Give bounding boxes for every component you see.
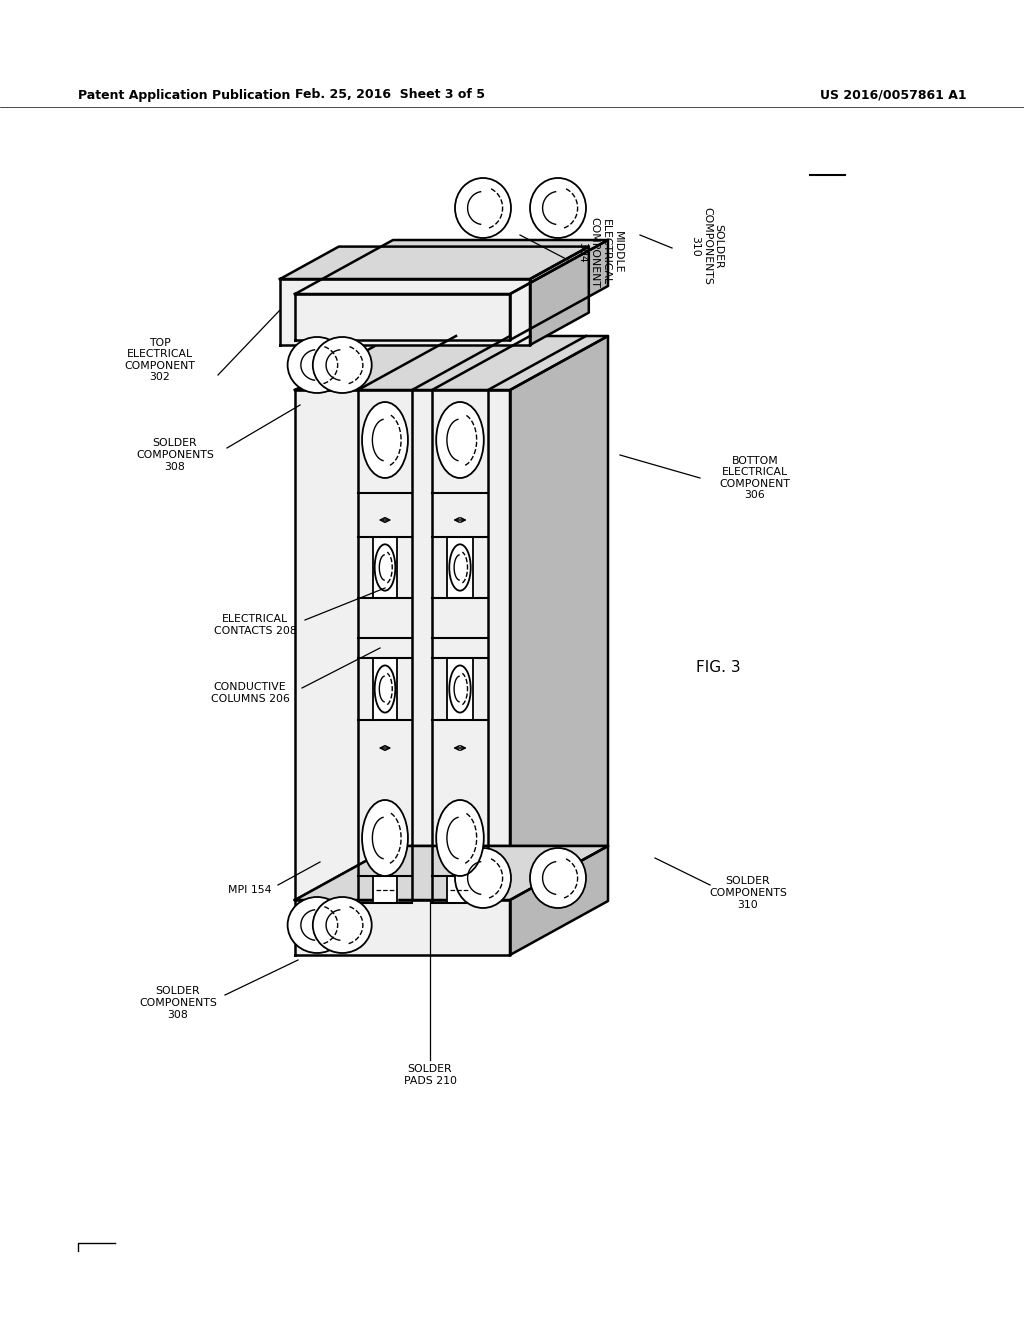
Ellipse shape	[530, 847, 586, 908]
Polygon shape	[530, 247, 589, 345]
Polygon shape	[373, 657, 397, 719]
Text: Patent Application Publication: Patent Application Publication	[78, 88, 291, 102]
Text: CONDUCTIVE
COLUMNS 206: CONDUCTIVE COLUMNS 206	[211, 682, 290, 704]
Polygon shape	[280, 247, 589, 279]
Polygon shape	[447, 876, 473, 903]
Text: MPI 154: MPI 154	[228, 884, 271, 895]
Text: SOLDER
COMPONENTS
308: SOLDER COMPONENTS 308	[139, 986, 217, 1019]
Ellipse shape	[288, 337, 346, 393]
Text: SOLDER
COMPONENTS
310: SOLDER COMPONENTS 310	[709, 876, 786, 909]
Text: Feb. 25, 2016  Sheet 3 of 5: Feb. 25, 2016 Sheet 3 of 5	[295, 88, 485, 102]
Text: FIG. 3: FIG. 3	[695, 660, 740, 676]
Text: ELECTRICAL
CONTACTS 208: ELECTRICAL CONTACTS 208	[214, 614, 296, 636]
Ellipse shape	[375, 544, 395, 590]
Ellipse shape	[312, 898, 372, 953]
Ellipse shape	[450, 665, 471, 713]
Text: TOP
ELECTRICAL
COMPONENT
302: TOP ELECTRICAL COMPONENT 302	[125, 338, 196, 383]
Ellipse shape	[312, 337, 372, 393]
Polygon shape	[510, 337, 608, 900]
Ellipse shape	[362, 800, 408, 876]
Ellipse shape	[362, 403, 408, 478]
Polygon shape	[295, 900, 510, 954]
Polygon shape	[373, 876, 397, 903]
Polygon shape	[280, 279, 530, 345]
Ellipse shape	[436, 403, 483, 478]
Polygon shape	[295, 240, 608, 294]
Ellipse shape	[450, 544, 471, 590]
Ellipse shape	[436, 800, 483, 876]
Polygon shape	[373, 537, 397, 598]
Polygon shape	[295, 846, 608, 900]
Polygon shape	[295, 389, 510, 900]
Polygon shape	[295, 846, 608, 900]
Text: SOLDER
PADS 210: SOLDER PADS 210	[403, 1064, 457, 1086]
Polygon shape	[510, 846, 608, 954]
Polygon shape	[510, 240, 608, 341]
Ellipse shape	[530, 178, 586, 238]
Ellipse shape	[455, 847, 511, 908]
Polygon shape	[447, 537, 473, 598]
Ellipse shape	[288, 898, 346, 953]
Text: BOTTOM
ELECTRICAL
COMPONENT
306: BOTTOM ELECTRICAL COMPONENT 306	[720, 455, 791, 500]
Text: MIDDLE
ELECTRICAL
COMPONENT
304: MIDDLE ELECTRICAL COMPONENT 304	[578, 216, 623, 288]
Ellipse shape	[375, 665, 395, 713]
Polygon shape	[295, 294, 510, 341]
Text: US 2016/0057861 A1: US 2016/0057861 A1	[820, 88, 967, 102]
Text: SOLDER
COMPONENTS
310: SOLDER COMPONENTS 310	[690, 207, 724, 285]
Ellipse shape	[455, 178, 511, 238]
Text: SOLDER
COMPONENTS
308: SOLDER COMPONENTS 308	[136, 438, 214, 471]
Polygon shape	[295, 337, 608, 389]
Polygon shape	[447, 657, 473, 719]
